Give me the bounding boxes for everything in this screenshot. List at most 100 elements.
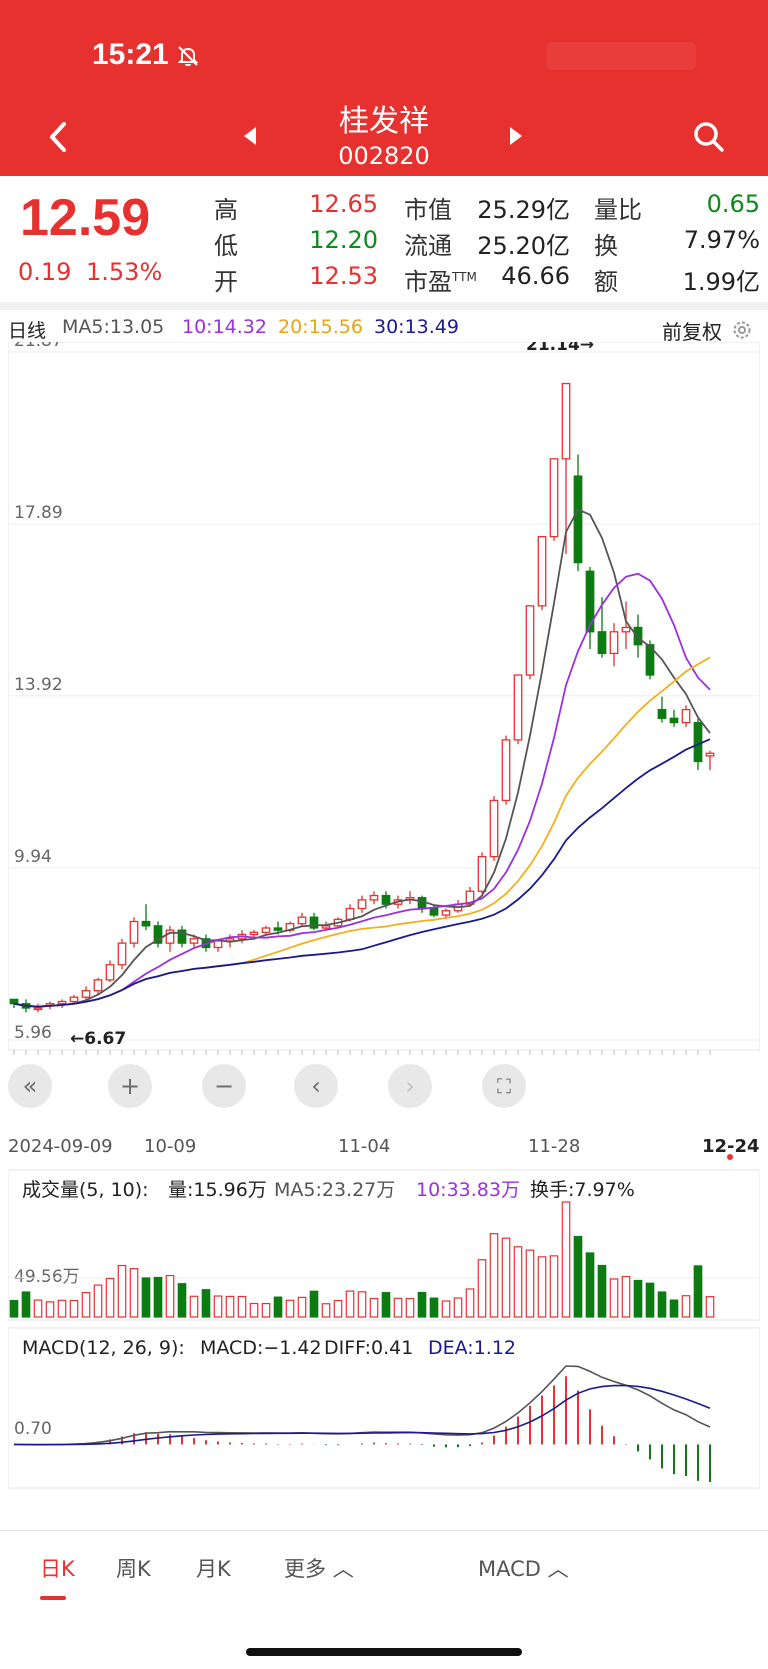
tab-month-k[interactable]: 月K <box>196 1557 231 1581</box>
y-tick-label: 13.92 <box>14 675 63 695</box>
previous-stock-icon[interactable] <box>242 126 258 146</box>
zoom-out-button[interactable]: − <box>202 1064 246 1108</box>
ma20-legend: 20:15.56 <box>278 316 363 338</box>
double-chevron-left-icon: « <box>22 1072 38 1100</box>
bottom-nav <box>0 1530 768 1620</box>
ma5-line <box>13 508 711 1008</box>
volume-ma10: 10:33.83万 <box>416 1179 520 1201</box>
plus-icon: + <box>119 1072 141 1100</box>
mktcap-value: 25.29亿 <box>477 196 570 224</box>
price-change-pct: 1.53% <box>86 258 163 286</box>
tab-week-k[interactable]: 周K <box>116 1557 151 1581</box>
candle-body <box>609 631 619 655</box>
volume-bar <box>81 1291 91 1318</box>
next-stock-icon[interactable] <box>508 126 524 146</box>
candle-body <box>645 644 655 676</box>
stock-code: 002820 <box>338 142 430 170</box>
candle-body <box>69 996 79 1003</box>
open-value: 12.53 <box>309 262 378 290</box>
candle-body <box>249 931 259 936</box>
volume-bar <box>657 1291 667 1318</box>
period-label[interactable]: 日线 <box>8 320 47 342</box>
chevron-right-icon: › <box>405 1072 415 1100</box>
candle-body <box>477 855 487 892</box>
tab-day-k[interactable]: 日K <box>40 1557 75 1581</box>
volume-bar <box>21 1291 31 1318</box>
volume-bar <box>573 1235 583 1318</box>
search-icon[interactable] <box>692 120 726 154</box>
volume-bar <box>165 1274 175 1318</box>
volume-turnover: 换手:7.97% <box>530 1179 635 1201</box>
volume-bar <box>357 1291 367 1318</box>
zoom-in-button[interactable]: + <box>108 1064 152 1108</box>
volume-bar <box>45 1301 55 1318</box>
volume-value: 量:15.96万 <box>168 1179 267 1201</box>
volume-bar <box>549 1255 559 1318</box>
date-label-1009: 10-09 <box>144 1136 196 1157</box>
candle-body <box>345 907 355 921</box>
volume-bar <box>189 1295 199 1318</box>
candle-body <box>681 708 691 724</box>
gear-icon[interactable] <box>730 318 754 342</box>
volume-bars <box>9 1201 715 1318</box>
macd-diff: DIFF:0.41 <box>324 1337 413 1359</box>
candle-body <box>357 899 367 910</box>
volume-bar <box>33 1299 43 1318</box>
candle-body <box>129 920 139 944</box>
candle-body <box>165 929 175 944</box>
volume-bar <box>453 1297 463 1318</box>
min-price-label: ←6.67 <box>70 1029 126 1049</box>
macd-dea: DEA:1.12 <box>428 1337 516 1359</box>
candle-body <box>93 979 103 992</box>
volume-bar <box>489 1233 499 1318</box>
scroll-right-button[interactable]: › <box>388 1064 432 1108</box>
candle-body <box>261 927 271 933</box>
back-chevron-icon[interactable] <box>44 120 74 154</box>
candle-body <box>321 925 331 929</box>
volume-bar <box>105 1277 115 1318</box>
candle-body <box>657 708 667 719</box>
candle-body <box>561 382 571 460</box>
volume-bar <box>537 1256 547 1318</box>
adjust-toggle[interactable]: 前复权 <box>662 320 722 344</box>
volume-bar <box>669 1299 679 1318</box>
volume-bar <box>309 1290 319 1318</box>
open-label: 开 <box>214 268 238 296</box>
divider <box>0 302 768 310</box>
price-change: 0.19 <box>18 258 72 286</box>
candle-body <box>105 964 115 981</box>
scroll-left-button[interactable]: ‹ <box>294 1064 338 1108</box>
volume-bar <box>405 1297 415 1318</box>
tab-more[interactable]: 更多 ︿ <box>284 1557 354 1581</box>
float-label: 流通 <box>404 232 452 260</box>
candle-body <box>597 631 607 655</box>
home-indicator <box>246 1648 522 1656</box>
minus-icon: − <box>213 1072 235 1100</box>
candle-body <box>465 890 475 905</box>
date-label-1104: 11-04 <box>338 1136 390 1157</box>
kline-chart[interactable]: 21.87 17.89 13.92 9.94 5.96 21.14→ ←6.67 202… <box>8 342 760 1502</box>
scroll-left-fast-button[interactable]: « <box>8 1064 52 1108</box>
candle-body <box>501 739 511 802</box>
main-panel-frame <box>8 342 760 1051</box>
candle-body <box>693 721 703 763</box>
pe-label: 市盈TTM <box>404 268 477 296</box>
candle-body <box>117 942 127 966</box>
ma5-legend: MA5:13.05 <box>62 316 165 338</box>
fullscreen-button[interactable]: ⛶ <box>482 1064 526 1108</box>
volume-bar <box>501 1237 511 1318</box>
pe-value: 46.66 <box>501 262 570 290</box>
macd-bars <box>25 1376 711 1482</box>
low-label: 低 <box>214 232 238 260</box>
volume-bar <box>141 1277 151 1318</box>
candle-body <box>273 927 283 931</box>
volume-bar <box>321 1303 331 1318</box>
volume-bar <box>285 1299 295 1318</box>
volume-panel-frame <box>8 1169 760 1321</box>
volume-bar <box>465 1288 475 1318</box>
volume-bar <box>513 1246 523 1318</box>
app-header: 15:21 桂发祥 002820 <box>0 0 768 176</box>
volume-bar <box>129 1268 139 1318</box>
indicator-select[interactable]: MACD ︿ <box>478 1557 569 1581</box>
candle-body <box>297 916 307 925</box>
